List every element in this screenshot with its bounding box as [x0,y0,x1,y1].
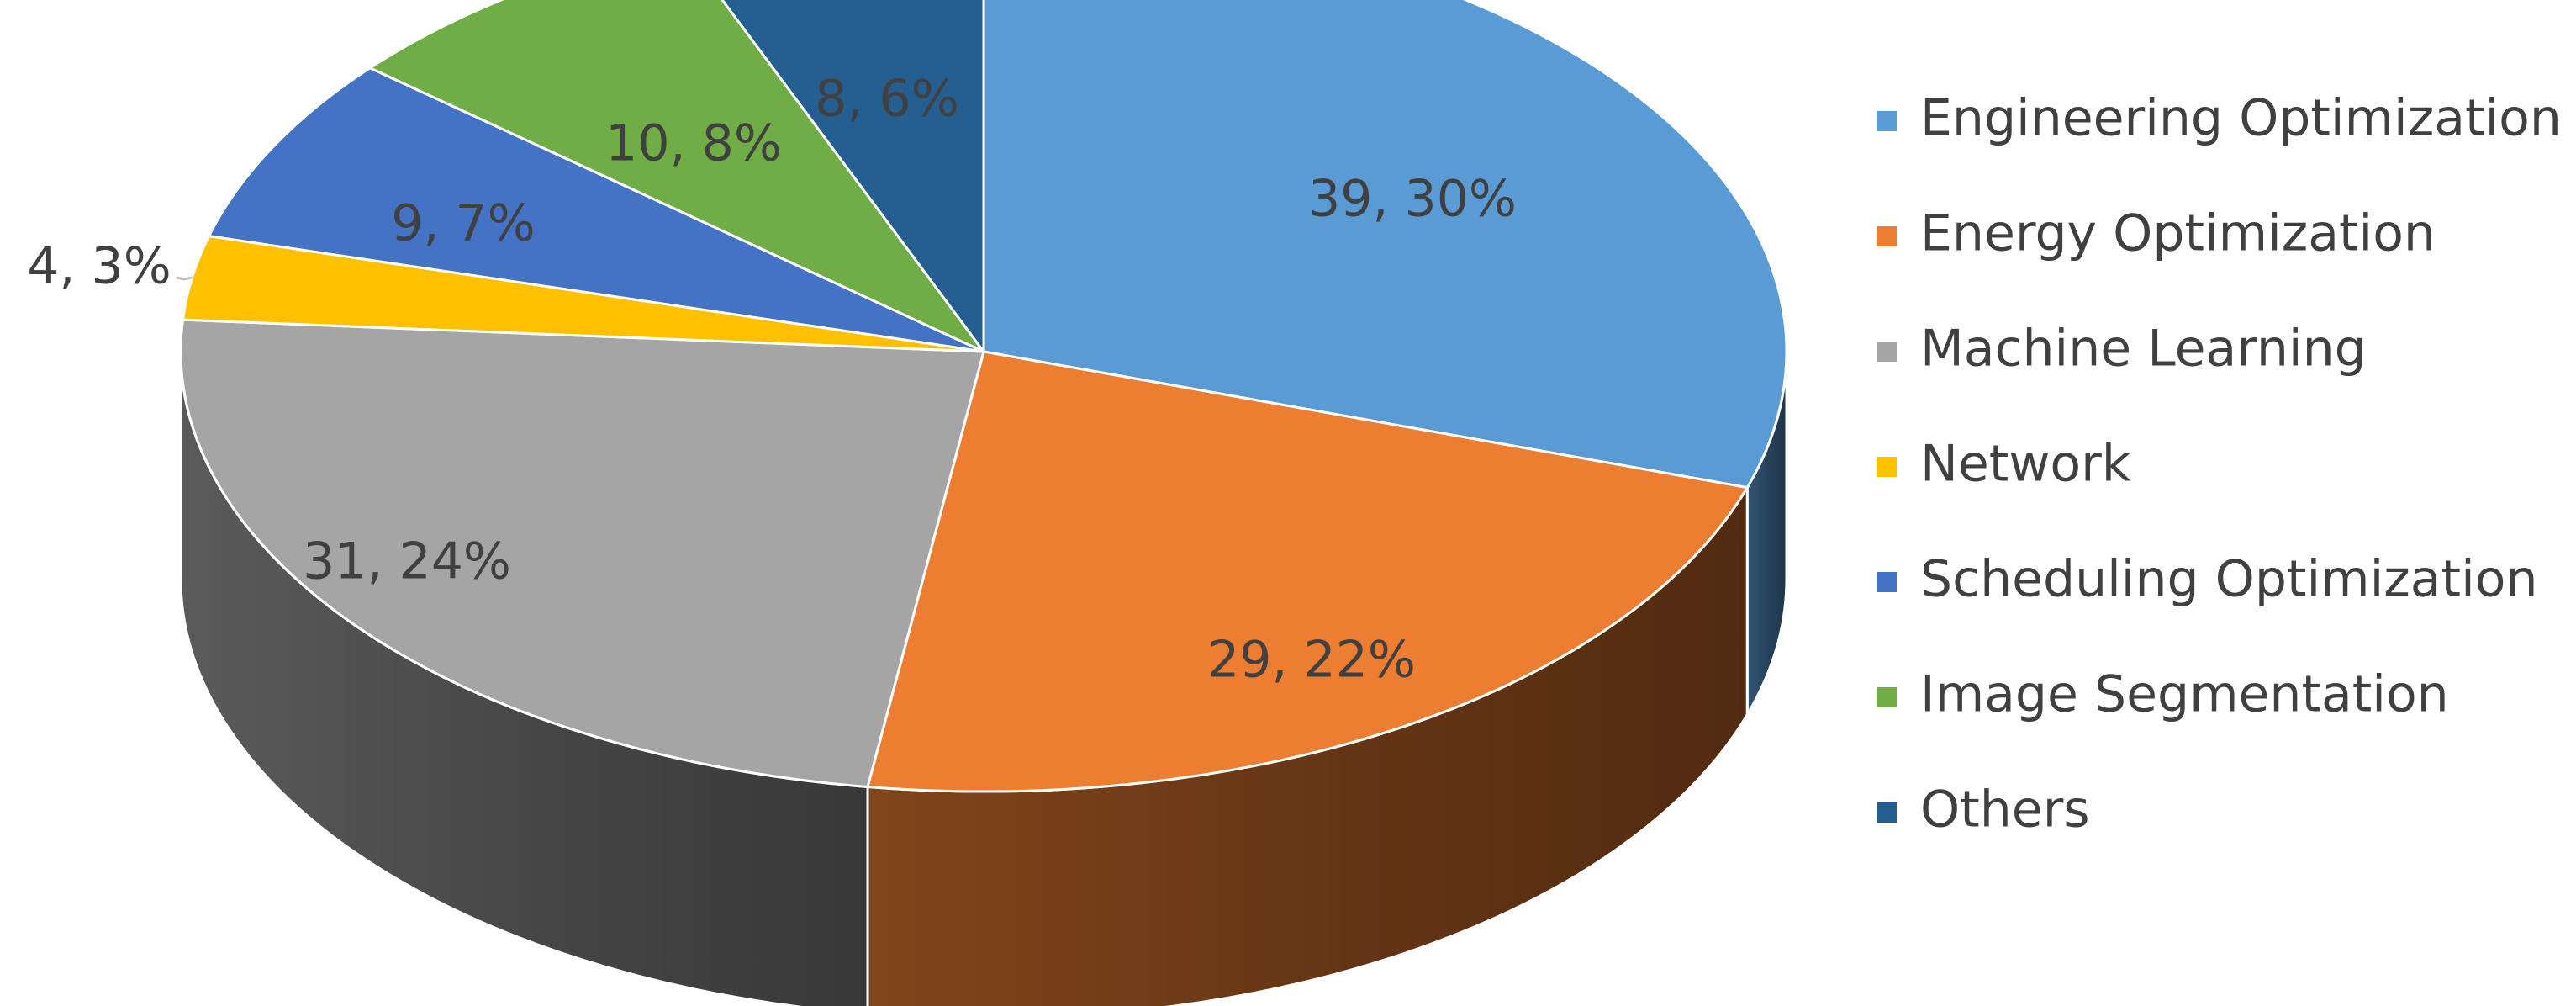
legend-item-energy-optimization: Energy Optimization [1877,204,2436,263]
pie-slice-engineering-optimization [982,0,1788,490]
pie-slice-image-segmentation [368,0,985,353]
pie-slice-others [721,0,985,353]
legend-label: Network [1920,435,2131,494]
legend-label: Energy Optimization [1920,204,2436,263]
pie-top-slices [179,0,1788,793]
pie-slice-scheduling-optimization [208,66,985,353]
pie-data-labels: 39, 30% 29, 22% 31, 24% 4, 3% 9, 7% 10, 8% 8, … [27,70,1517,690]
pie-slice-machine-learning [179,318,985,789]
legend-item-machine-learning: Machine Learning [1877,320,2367,379]
legend-swatch [1877,572,1897,592]
pie-leader-lines [176,276,193,281]
legend-swatch [1877,802,1897,823]
legend-label: Others [1920,781,2090,839]
legend-swatch [1877,342,1897,362]
pie-slice-energy-optimization [866,350,1749,793]
legend-label: Machine Learning [1920,320,2367,379]
leader-line-network [176,276,193,281]
data-label-others: 8, 6% [815,70,959,129]
data-label-machine-learning: 31, 24% [303,532,511,591]
data-label-image-segmentation: 10, 8% [605,114,782,173]
legend-swatch [1877,111,1897,131]
legend-item-others: Others [1877,781,2090,839]
legend-swatch [1877,457,1897,477]
legend-label: Image Segmentation [1920,665,2449,724]
legend-swatch [1877,226,1897,246]
legend-item-network: Network [1877,435,2131,494]
data-label-scheduling-optimization: 9, 7% [391,194,536,253]
data-label-network: 4, 3% [27,237,172,296]
legend-item-engineering-optimization: Engineering Optimization [1877,89,2562,148]
legend-swatch [1877,687,1897,707]
legend-label: Engineering Optimization [1920,89,2562,148]
legend-label: Scheduling Optimization [1920,550,2537,609]
legend: Engineering Optimization Energy Optimizat… [1877,89,2562,839]
data-label-energy-optimization: 29, 22% [1207,631,1416,690]
data-label-engineering-optimization: 39, 30% [1308,170,1517,229]
legend-item-image-segmentation: Image Segmentation [1877,665,2449,724]
legend-item-scheduling-optimization: Scheduling Optimization [1877,550,2537,609]
